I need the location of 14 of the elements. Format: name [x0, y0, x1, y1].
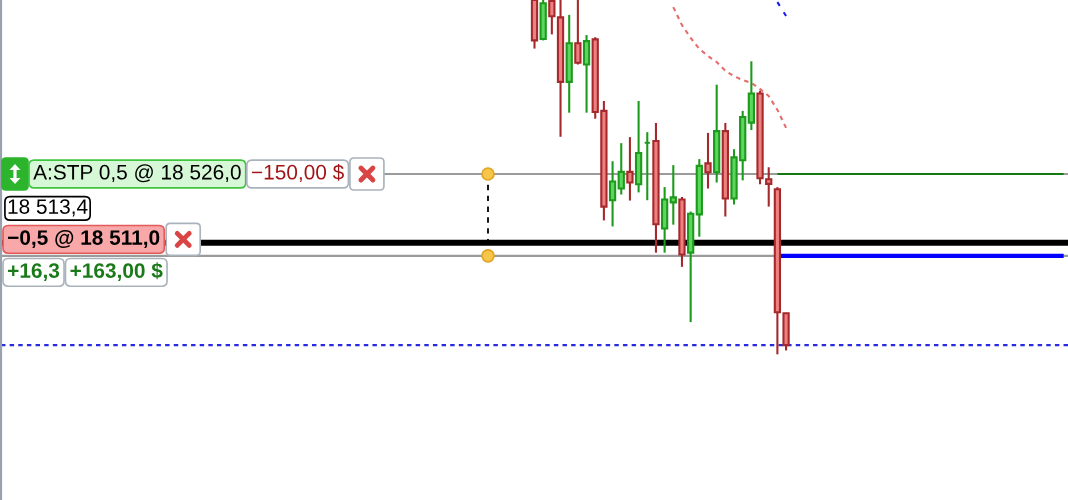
- candlestick: [574, 0, 582, 66]
- candlestick: [617, 142, 625, 196]
- candlestick: [608, 160, 617, 228]
- annotation: +16,3: [8, 263, 60, 281]
- annotation: −150,00 $: [252, 163, 344, 183]
- candlestick: [582, 34, 591, 114]
- ref-line-label: −0,5 @ 18 511,0: [8, 229, 160, 249]
- candlestick: [548, 0, 556, 36]
- candlestick: [704, 131, 712, 190]
- candlestick: [626, 136, 634, 202]
- candlestick: [669, 164, 677, 226]
- ref-line-label: A:STP 0,5 @ 18 526,0: [33, 164, 241, 183]
- annotation: +163,00 $: [70, 262, 163, 281]
- annotation: 18 513,4: [8, 199, 88, 217]
